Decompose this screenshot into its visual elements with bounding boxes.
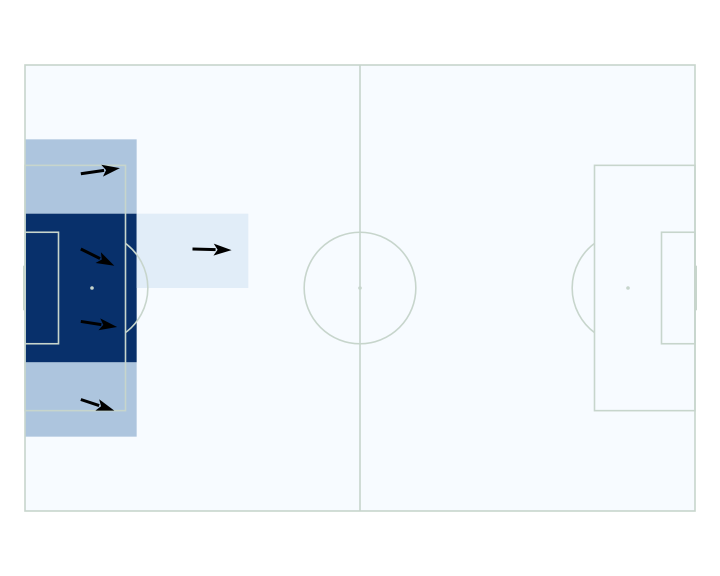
pass-arrow-head (95, 252, 115, 266)
heatmap-bin (25, 362, 137, 437)
centre-circle (303, 231, 417, 345)
pass-arrow-shaft (192, 247, 216, 252)
pass-arrow (192, 243, 232, 256)
left-penalty-spot (90, 286, 94, 290)
left-goal (23, 265, 26, 311)
centre-spot (358, 286, 362, 290)
pass-arrow-shaft (80, 168, 105, 176)
pass-arrow (80, 164, 120, 177)
left-penalty-arc (125, 242, 149, 334)
heatmap-bin (136, 213, 249, 288)
pitch-markings-layer (23, 64, 697, 512)
pass-arrow-head (213, 243, 232, 256)
heatmap-bin (25, 139, 137, 214)
heatmap-bins-layer (25, 139, 249, 437)
pass-arrow-head (98, 318, 118, 331)
pass-arrow-shaft (80, 247, 101, 260)
heatmap-bin (25, 213, 137, 288)
right-penalty-arc (571, 242, 595, 334)
pass-arrow (80, 247, 115, 266)
arrows-layer (80, 164, 232, 411)
pass-arrow-head (101, 164, 120, 177)
pass-arrow (80, 318, 118, 331)
right-goal (694, 265, 697, 311)
heatmap-bin (25, 288, 137, 363)
pass-arrow (80, 398, 115, 411)
pass-arrow-shaft (80, 319, 102, 327)
right-penalty-spot (626, 286, 630, 290)
pass-arrow-head (95, 399, 115, 411)
pass-arrow-shaft (80, 398, 100, 408)
